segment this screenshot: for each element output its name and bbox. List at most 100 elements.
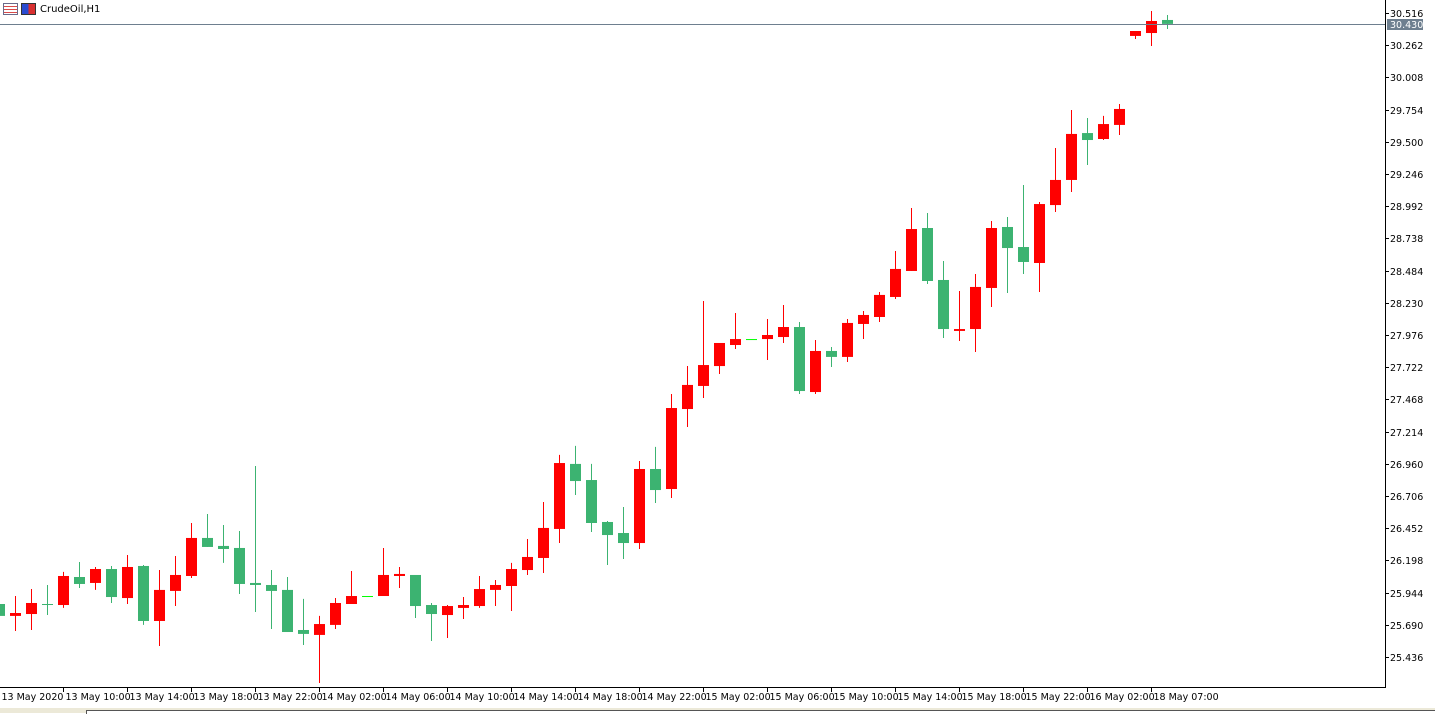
candle-body [602, 521, 613, 536]
candle [1082, 117, 1093, 165]
price-tick-label: 27.722 [1390, 363, 1423, 374]
candle [90, 566, 101, 590]
candle-body [890, 268, 901, 297]
price-tick-label: 28.230 [1390, 299, 1423, 310]
candle-body [922, 228, 933, 281]
chart-window-icon[interactable] [3, 3, 18, 15]
chart-tab-area[interactable] [86, 710, 1435, 714]
candle-body [1098, 124, 1109, 140]
price-tick-label: 30.008 [1390, 73, 1423, 84]
candle-body [58, 575, 69, 606]
time-tick-label: 16 May 02:00 [1090, 692, 1155, 703]
candle [0, 604, 5, 616]
time-tick-label: 13 May 18:00 [194, 692, 259, 703]
candle [122, 554, 133, 605]
symbol-icon[interactable] [21, 3, 36, 15]
candle [650, 446, 661, 503]
time-tick-label: 13 May 10:00 [66, 692, 131, 703]
candle [138, 564, 149, 625]
candle-body [858, 314, 869, 324]
candle [1114, 104, 1125, 135]
candle-body [1002, 226, 1013, 249]
candle-body [986, 228, 997, 288]
candle-body [298, 629, 309, 634]
candle [714, 342, 725, 375]
time-tick-label: 13 May 14:00 [130, 692, 195, 703]
price-tick-label: 28.738 [1390, 234, 1423, 245]
candle [330, 598, 341, 629]
time-tick-label: 15 May 22:00 [1026, 692, 1091, 703]
candle-body [394, 573, 405, 576]
candle-body [218, 545, 229, 549]
price-tick-label: 25.690 [1390, 621, 1423, 632]
candle [1098, 115, 1109, 141]
candle-body [1066, 133, 1077, 180]
candle-body [554, 463, 565, 529]
candle-body [426, 605, 437, 615]
current-price-label: 30.430 [1387, 19, 1423, 31]
candle [378, 547, 389, 597]
candle [1130, 31, 1141, 39]
candle-body [714, 342, 725, 367]
candle [746, 339, 757, 341]
candle-body [330, 602, 341, 625]
candle-body [1018, 247, 1029, 262]
candle-body [106, 569, 117, 598]
candle-body [202, 537, 213, 547]
price-tick-label: 27.468 [1390, 395, 1423, 406]
price-tick-label: 26.960 [1390, 460, 1423, 471]
candle [682, 366, 693, 428]
price-tick-label: 27.976 [1390, 331, 1423, 342]
time-tick-label: 14 May 02:00 [322, 692, 387, 703]
time-tick-label: 15 May 06:00 [770, 692, 835, 703]
candle-body [794, 327, 805, 392]
candle-body [122, 566, 133, 599]
candle-body [938, 279, 949, 330]
candle-body [314, 624, 325, 635]
candle [314, 615, 325, 683]
candle-body [282, 589, 293, 633]
time-tick-label: 15 May 02:00 [706, 692, 771, 703]
candle [858, 311, 869, 340]
chart-title: CrudeOil,H1 [40, 4, 101, 15]
candle [234, 530, 245, 594]
candle-body [506, 569, 517, 587]
candle-body [234, 547, 245, 584]
candle [186, 522, 197, 579]
candle-body [874, 294, 885, 317]
candle-body [26, 602, 37, 615]
candle-body [570, 463, 581, 482]
time-tick-label: 15 May 14:00 [898, 692, 963, 703]
candle [506, 562, 517, 611]
candle-body [586, 480, 597, 523]
candle-body [138, 565, 149, 621]
price-tick-label: 25.944 [1390, 589, 1423, 600]
candle [362, 596, 373, 598]
candle [266, 570, 277, 629]
candle-body [458, 605, 469, 608]
time-tick-label: 14 May 06:00 [386, 692, 451, 703]
candle [42, 584, 53, 616]
candle-body [346, 596, 357, 605]
price-tick-label: 29.246 [1390, 170, 1423, 181]
candle [970, 274, 981, 352]
candle [282, 576, 293, 633]
time-tick-label: 13 May 22:00 [258, 692, 323, 703]
candle-body [1130, 31, 1141, 36]
candle-body [618, 533, 629, 544]
candle [618, 507, 629, 559]
candle [442, 605, 453, 638]
candle-body [154, 589, 165, 621]
candle [1066, 109, 1077, 192]
candle-body [378, 574, 389, 597]
candle-body [842, 322, 853, 357]
price-tick-label: 30.516 [1390, 9, 1423, 20]
candle [794, 321, 805, 394]
candle-body [1050, 179, 1061, 206]
price-tick-label: 30.262 [1390, 41, 1423, 52]
candle-body [474, 589, 485, 607]
candle [842, 319, 853, 362]
candle-body [762, 334, 773, 340]
